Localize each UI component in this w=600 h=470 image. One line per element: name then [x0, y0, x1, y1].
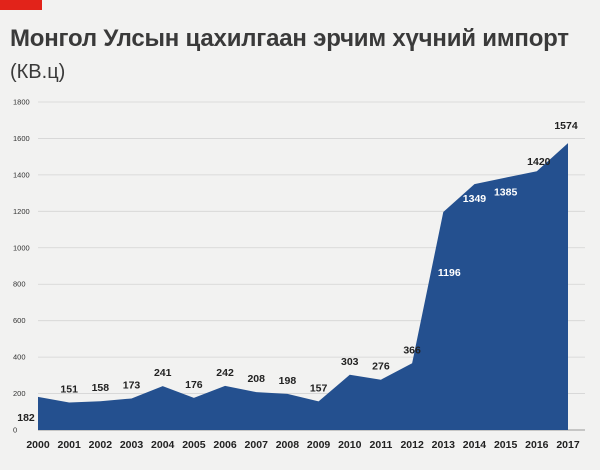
x-tick-label: 2017 [556, 439, 580, 451]
x-tick-label: 2007 [245, 439, 269, 451]
data-label: 1574 [554, 120, 578, 132]
data-label: 198 [279, 375, 297, 387]
x-tick-label: 2005 [182, 439, 206, 451]
data-label: 1420 [527, 156, 551, 168]
x-tick-label: 2014 [463, 439, 487, 451]
y-tick-label: 1600 [13, 134, 30, 143]
data-label: 241 [154, 367, 172, 379]
x-tick-label: 2000 [26, 439, 50, 451]
data-label: 1196 [438, 267, 461, 279]
y-axis: 0 200 400 600 800 1000 1200 1400 1600 1800 [13, 98, 30, 435]
chart-subtitle: (КВ.ц) [10, 61, 66, 83]
data-label: 242 [216, 367, 234, 379]
data-label: 1385 [494, 187, 518, 199]
data-labels: 182 151 158 173 241 176 242 208 198 157 303 276 366 1… [17, 120, 578, 424]
x-tick-label: 2004 [151, 439, 175, 451]
y-tick-label: 600 [13, 316, 26, 325]
x-tick-label: 2003 [120, 439, 144, 451]
x-tick-label: 2015 [494, 439, 518, 451]
data-label: 366 [403, 344, 421, 356]
data-label: 276 [372, 361, 390, 373]
data-label: 151 [60, 383, 78, 395]
y-tick-label: 1000 [13, 243, 30, 252]
x-tick-label: 2002 [89, 439, 113, 451]
y-tick-label: 1800 [13, 98, 30, 107]
x-axis: 2000 2001 2002 2003 2004 2005 2006 2007 2008 2009… [26, 439, 580, 451]
data-label: 303 [341, 356, 359, 368]
y-tick-label: 0 [13, 426, 17, 435]
x-tick-label: 2012 [400, 439, 424, 451]
y-tick-label: 1200 [13, 207, 30, 216]
x-tick-label: 2001 [57, 439, 81, 451]
data-label: 208 [247, 373, 265, 385]
x-tick-label: 2006 [213, 439, 237, 451]
data-label: 182 [17, 412, 35, 424]
y-tick-label: 200 [13, 389, 26, 398]
x-tick-label: 2016 [525, 439, 549, 451]
data-label: 173 [123, 379, 141, 391]
data-label: 158 [92, 382, 110, 394]
series-area [38, 143, 568, 430]
data-label: 157 [310, 382, 328, 394]
y-tick-label: 800 [13, 280, 26, 289]
data-label: 176 [185, 379, 203, 391]
y-tick-label: 1400 [13, 170, 30, 179]
x-tick-label: 2008 [276, 439, 300, 451]
data-label: 1349 [463, 193, 487, 205]
x-tick-label: 2013 [432, 439, 456, 451]
brand-accent-bar [0, 0, 42, 10]
chart-title: Монгол Улсын цахилгаан эрчим хүчний импо… [10, 25, 569, 52]
y-tick-label: 400 [13, 353, 26, 362]
x-tick-label: 2011 [370, 439, 393, 451]
x-tick-label: 2009 [307, 439, 331, 451]
x-tick-label: 2010 [338, 439, 362, 451]
